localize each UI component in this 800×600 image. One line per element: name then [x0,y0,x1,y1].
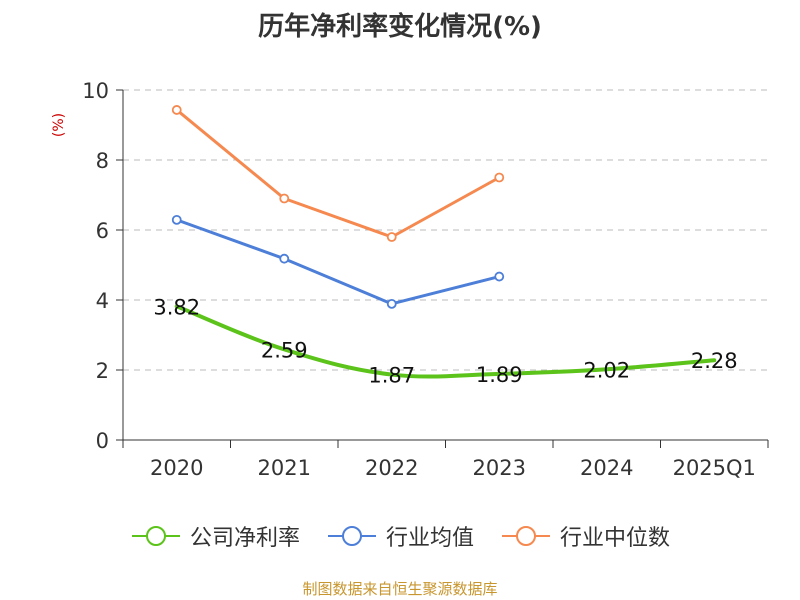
grid-lines [123,89,768,371]
legend-item[interactable]: 行业均值 [326,520,474,552]
x-tick-label: 2022 [365,456,418,480]
legend-label: 行业均值 [385,526,474,551]
legend-swatch [502,526,550,546]
x-tick-label: 2025Q1 [673,456,756,480]
legend: 公司净利率 行业均值 行业中位数 [0,520,800,552]
y-tick-label: 2 [96,359,109,383]
legend-item[interactable]: 公司净利率 [130,520,300,552]
x-tick-label: 2023 [473,456,526,480]
source-note: 制图数据来自恒生聚源数据库 [302,580,498,598]
y-tick-label: 8 [96,149,109,173]
series-line [175,108,500,239]
legend-item[interactable]: 行业中位数 [500,520,670,552]
data-point [386,232,397,242]
y-tick-label: 4 [96,289,109,313]
y-tick-label: 6 [96,219,109,243]
data-point [494,271,505,282]
legend-swatch [327,526,376,546]
legend-swatch [131,526,180,546]
data-label: 2.59 [261,338,308,362]
axes: 0 2 4 6 8 10 2020 2021 2022 2023 2024 2025Q1 [82,79,769,480]
series-line [174,304,717,379]
x-tick-label: 2020 [150,456,203,480]
data-point [494,172,505,183]
data-point [279,193,290,204]
data-point [171,105,182,115]
x-tick-label: 2021 [258,456,311,480]
y-tick-label: 10 [82,79,109,103]
data-label: 3.82 [153,295,200,319]
y-axis-label: (%) [51,113,67,137]
data-label: 1.89 [476,363,523,387]
data-point [279,253,290,264]
series-line [176,218,500,306]
data-label: 2.28 [691,349,738,373]
y-tick-label: 0 [96,429,109,453]
data-point [386,298,397,309]
data-point [171,214,182,225]
data-labels: 3.82 2.59 1.87 1.89 2.02 2.28 [153,295,737,387]
x-tick-label: 2024 [580,456,633,480]
legend-label: 公司净利率 [189,526,300,551]
data-label: 1.87 [368,364,415,388]
series-lines [171,105,717,379]
chart-title: 历年净利率变化情况(%) [258,12,542,42]
data-label: 2.02 [583,358,630,382]
legend-label: 行业中位数 [560,526,671,551]
